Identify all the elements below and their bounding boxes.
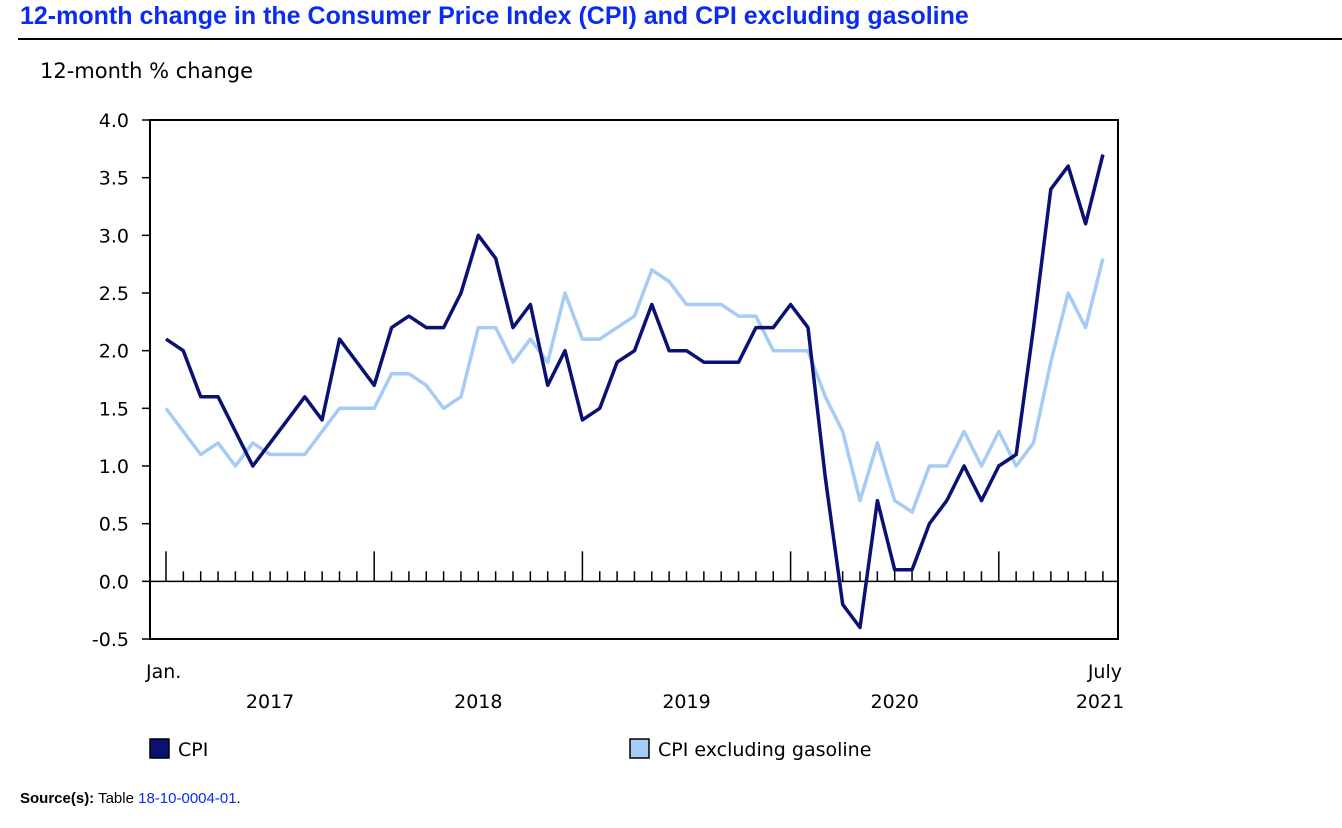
x-year-label: 2019 bbox=[662, 691, 710, 713]
series-line-cpi-excluding-gasoline bbox=[164, 257, 1105, 514]
source-label: Source(s): bbox=[20, 790, 95, 807]
y-tick-label: 3.5 bbox=[99, 168, 129, 190]
legend-swatch-cpi-excluding-gasoline bbox=[629, 738, 650, 759]
y-tick-label: 0.5 bbox=[99, 514, 129, 536]
y-tick-label: 4.0 bbox=[99, 110, 129, 132]
title-rule bbox=[18, 38, 1342, 40]
plot-frame bbox=[149, 119, 1119, 640]
y-tick-label: 3.0 bbox=[99, 225, 129, 247]
x-year-label: 2017 bbox=[246, 691, 294, 713]
y-tick-label: 2.5 bbox=[99, 283, 129, 305]
legend-label-cpi-excluding-gasoline: CPI excluding gasoline bbox=[658, 739, 871, 761]
x-year-label: 2018 bbox=[454, 691, 502, 713]
x-year-label: 2021 bbox=[1076, 691, 1124, 713]
source-note: Source(s): Table 18-10-0004-01. bbox=[20, 790, 241, 807]
y-tick-label: 1.0 bbox=[99, 456, 129, 478]
source-table-link[interactable]: 18-10-0004-01 bbox=[138, 790, 237, 807]
line-chart: 12-month % change 4.0 3.5 3.0 2.5 2.0 1.5 1.0 0… bbox=[40, 59, 1124, 761]
y-axis-label: 12-month % change bbox=[40, 59, 253, 83]
series-line-cpi bbox=[165, 154, 1105, 630]
y-tick-label: 2.0 bbox=[99, 341, 129, 363]
chart-title: 12-month change in the Consumer Price In… bbox=[20, 2, 969, 30]
y-tick-label: -0.5 bbox=[92, 629, 129, 651]
legend-swatch-cpi bbox=[149, 738, 170, 759]
source-suffix: . bbox=[236, 790, 241, 807]
x-end-label: July bbox=[1087, 661, 1122, 683]
y-tick-label: 0.0 bbox=[99, 571, 129, 593]
y-tick-label: 1.5 bbox=[99, 398, 129, 420]
x-start-label: Jan. bbox=[145, 661, 181, 683]
x-year-label: 2020 bbox=[871, 691, 919, 713]
legend-label-cpi: CPI bbox=[178, 739, 208, 761]
source-text: Table bbox=[98, 790, 134, 807]
